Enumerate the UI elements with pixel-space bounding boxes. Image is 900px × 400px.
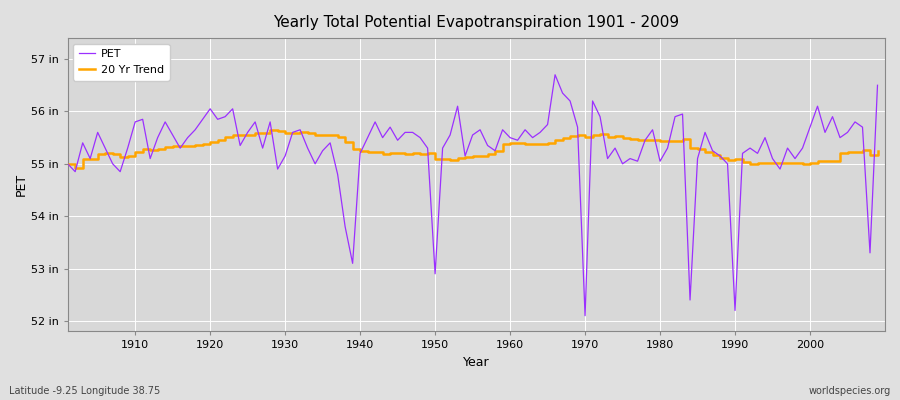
PET [609,146,620,150]
X-axis label: Year: Year [463,356,490,369]
20 Yr Trend [70,165,81,170]
PET [497,127,508,132]
20 Yr Trend [519,141,530,146]
20 Yr Trend [302,130,313,135]
PET [122,146,133,150]
Text: Latitude -9.25 Longitude 38.75: Latitude -9.25 Longitude 38.75 [9,386,160,396]
PET [332,172,343,177]
20 Yr Trend [130,150,140,155]
Text: worldspecies.org: worldspecies.org [809,386,891,396]
20 Yr Trend [265,128,275,132]
20 Yr Trend [512,141,523,146]
PET [580,313,590,318]
Y-axis label: PET: PET [15,173,28,196]
PET [872,83,883,88]
Line: 20 Yr Trend: 20 Yr Trend [68,130,878,168]
Legend: PET, 20 Yr Trend: PET, 20 Yr Trend [73,44,170,80]
20 Yr Trend [609,134,620,139]
PET [62,162,73,166]
Line: PET: PET [68,75,878,316]
20 Yr Trend [872,149,883,154]
PET [287,130,298,135]
Title: Yearly Total Potential Evapotranspiration 1901 - 2009: Yearly Total Potential Evapotranspiratio… [274,15,680,30]
PET [505,135,516,140]
PET [550,72,561,77]
20 Yr Trend [347,147,358,152]
20 Yr Trend [62,162,73,166]
